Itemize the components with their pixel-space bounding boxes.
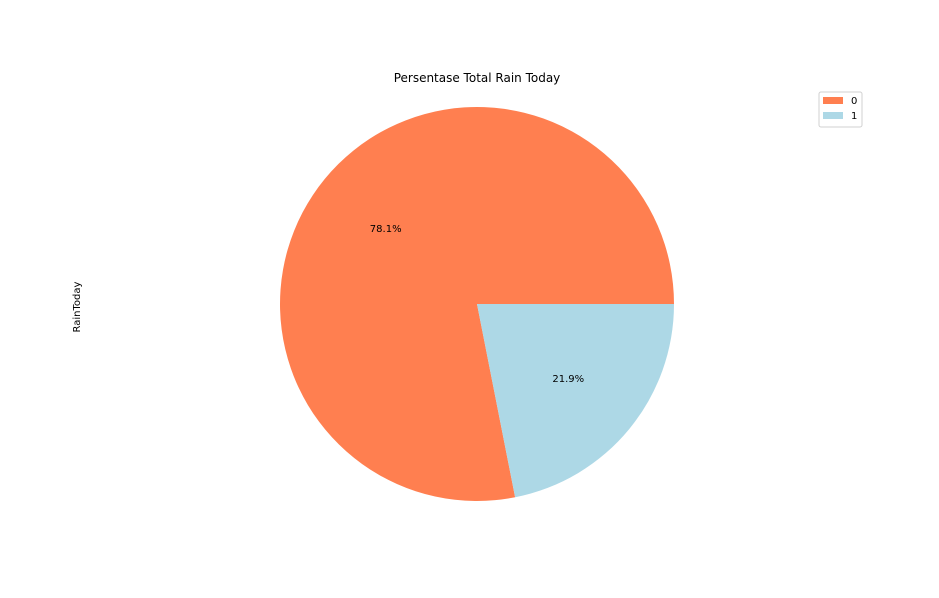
y-axis-label: RainToday: [72, 281, 83, 332]
legend: 01: [818, 91, 863, 128]
pct-label-0: 78.1%: [370, 224, 402, 235]
chart-title: Persentase Total Rain Today: [394, 71, 561, 85]
legend-label-1: 1: [851, 111, 857, 122]
legend-swatch-0: [823, 97, 843, 104]
legend-swatch-1: [823, 112, 843, 119]
pie-slice-1: [477, 304, 674, 498]
pie-percentage-labels: 78.1% 21.9%: [370, 224, 584, 385]
pie-slices: [280, 106, 674, 502]
pct-label-1: 21.9%: [552, 374, 584, 385]
legend-label-0: 0: [851, 96, 857, 107]
